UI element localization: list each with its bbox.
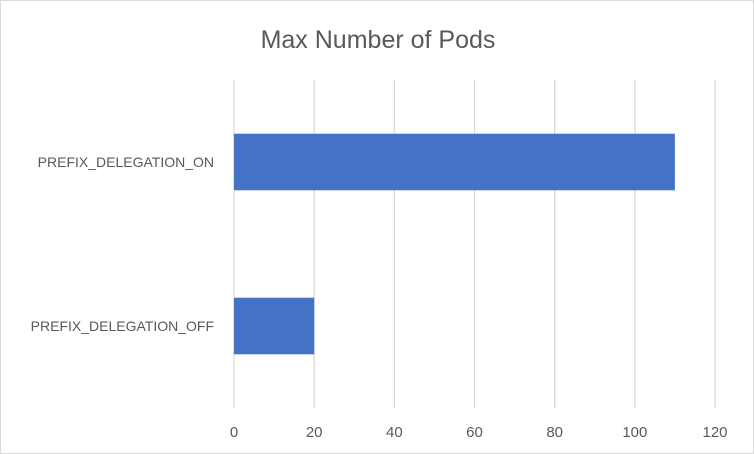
x-tick-label-20: 20 (306, 424, 323, 441)
category-labels: PREFIX_DELEGATION_ON PREFIX_DELEGATION_OF… (31, 154, 214, 334)
x-tick-label-100: 100 (622, 424, 647, 441)
x-tick-label-0: 0 (230, 424, 238, 441)
x-tick-label-80: 80 (546, 424, 563, 441)
x-tick-label-40: 40 (386, 424, 403, 441)
gridlines (233, 80, 716, 408)
x-tick-label-60: 60 (466, 424, 483, 441)
bars (234, 133, 675, 355)
chart-title: Max Number of Pods (261, 26, 496, 54)
x-tick-label-120: 120 (702, 424, 727, 441)
bar-prefix-delegation-on (234, 133, 675, 191)
category-label-prefix-delegation-on: PREFIX_DELEGATION_ON (38, 154, 214, 170)
bar-prefix-delegation-off (234, 297, 315, 355)
category-label-prefix-delegation-off: PREFIX_DELEGATION_OFF (31, 318, 214, 334)
x-tick-labels: 0 20 40 60 80 100 120 (230, 424, 728, 441)
